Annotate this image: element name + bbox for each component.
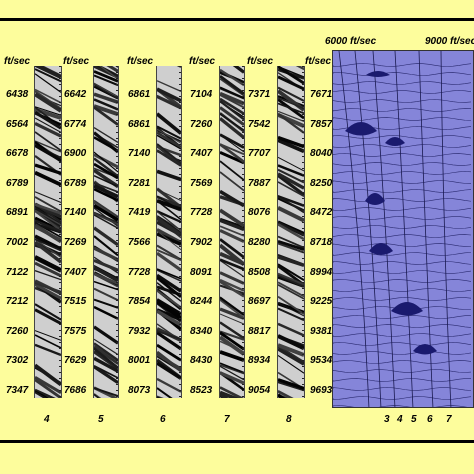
velocity-value: 8040 xyxy=(310,148,333,160)
seismic-strip-image xyxy=(94,66,118,398)
velocity-value: 7728 xyxy=(190,207,213,219)
velocity-value: 6789 xyxy=(6,177,29,189)
velocity-value: 7269 xyxy=(64,237,87,248)
seismic-strip-4 xyxy=(34,66,62,398)
velocity-value: 9534 xyxy=(310,355,333,367)
velocity-value: 8340 xyxy=(190,325,213,337)
curve-label: 5 xyxy=(411,414,417,425)
velocity-value: 6891 xyxy=(6,207,29,219)
velocity-value: 7887 xyxy=(248,177,271,189)
velocity-value: 7347 xyxy=(6,385,29,396)
velocity-value: 7419 xyxy=(128,207,151,219)
curve-label: 7 xyxy=(446,414,452,425)
velocity-value: 7104 xyxy=(190,89,213,100)
velocity-value: 8076 xyxy=(248,207,271,219)
velocity-value: 8523 xyxy=(190,385,213,396)
velocity-value: 6642 xyxy=(64,89,87,100)
strip-label: 6 xyxy=(160,414,166,425)
velocity-value: 6564 xyxy=(6,118,29,130)
velocity-value: 7629 xyxy=(64,355,87,367)
top-rule xyxy=(0,18,474,21)
velocity-value: 9381 xyxy=(310,325,333,337)
velocity-value: 7515 xyxy=(64,296,87,308)
strip-label: 8 xyxy=(286,414,292,425)
velocity-value: 7002 xyxy=(6,237,29,248)
curve-label: 3 xyxy=(384,414,390,425)
velocity-value: 9054 xyxy=(248,385,271,396)
semblance-right-header: 9000 ft/sec xyxy=(425,36,474,47)
velocity-value: 7140 xyxy=(128,148,151,160)
velocity-value: 7260 xyxy=(6,325,29,337)
seismic-strip-image xyxy=(157,66,181,398)
velocity-value: 7260 xyxy=(190,118,213,130)
unit-label: ft/sec xyxy=(247,56,274,67)
seismic-strip-5 xyxy=(93,66,119,398)
semblance-plot xyxy=(333,51,472,407)
velocity-value: 7542 xyxy=(248,118,271,130)
velocity-value: 7371 xyxy=(248,89,271,100)
velocity-value: 8697 xyxy=(248,296,271,308)
semblance-left-header: 6000 ft/sec xyxy=(325,36,377,47)
velocity-value: 7407 xyxy=(190,148,213,160)
velocity-value: 7902 xyxy=(190,237,213,248)
velocity-value: 8073 xyxy=(128,385,151,396)
velocity-value: 8934 xyxy=(248,355,271,367)
velocity-value: 6678 xyxy=(6,148,29,160)
strip-label: 5 xyxy=(98,414,104,425)
velocity-value: 6861 xyxy=(128,118,151,130)
velocity-value: 8244 xyxy=(190,296,213,308)
velocity-value: 7281 xyxy=(128,177,151,189)
seismic-strip-image xyxy=(35,66,61,398)
semblance-panel xyxy=(332,50,474,408)
velocity-value: 6438 xyxy=(6,89,29,100)
velocity-value: 6900 xyxy=(64,148,87,160)
velocity-value: 7686 xyxy=(64,385,87,396)
seismic-strip-7 xyxy=(219,66,245,398)
velocity-value: 6789 xyxy=(64,177,87,189)
velocity-value: 8994 xyxy=(310,266,333,278)
velocity-value: 7728 xyxy=(128,266,151,278)
velocity-value: 8430 xyxy=(190,355,213,367)
velocity-value: 7857 xyxy=(310,118,333,130)
velocity-value: 7566 xyxy=(128,237,151,248)
unit-label: ft/sec xyxy=(63,56,90,67)
bottom-rule xyxy=(0,440,474,443)
velocity-value: 6774 xyxy=(64,118,87,130)
unit-label: ft/sec xyxy=(305,56,332,67)
seismic-strip-image xyxy=(220,66,244,398)
velocity-value: 7932 xyxy=(128,325,151,337)
curve-label: 6 xyxy=(427,414,433,425)
velocity-value: 7854 xyxy=(128,296,151,308)
velocity-value: 8091 xyxy=(190,266,213,278)
strip-label: 4 xyxy=(44,414,50,425)
seismic-strip-6 xyxy=(156,66,182,398)
strip-label: 7 xyxy=(224,414,230,425)
velocity-value: 7671 xyxy=(310,89,333,100)
unit-label: ft/sec xyxy=(4,56,31,67)
velocity-value: 9225 xyxy=(310,296,333,308)
velocity-value: 7122 xyxy=(6,266,29,278)
velocity-value: 8472 xyxy=(310,207,333,219)
velocity-value: 8817 xyxy=(248,325,271,337)
velocity-value: 6861 xyxy=(128,89,151,100)
unit-label: ft/sec xyxy=(189,56,216,67)
velocity-value: 8280 xyxy=(248,237,271,248)
velocity-value: 7407 xyxy=(64,266,87,278)
unit-label: ft/sec xyxy=(127,56,154,67)
seismic-strip-8 xyxy=(277,66,305,398)
velocity-value: 9693 xyxy=(310,385,333,396)
velocity-value: 7569 xyxy=(190,177,213,189)
velocity-value: 7140 xyxy=(64,207,87,219)
curve-label: 4 xyxy=(397,414,403,425)
seismic-strip-image xyxy=(278,66,304,398)
velocity-value: 8001 xyxy=(128,355,151,367)
velocity-value: 7707 xyxy=(248,148,271,160)
velocity-value: 7212 xyxy=(6,296,29,308)
velocity-value: 7575 xyxy=(64,325,87,337)
velocity-value: 8718 xyxy=(310,237,333,248)
velocity-value: 8250 xyxy=(310,177,333,189)
velocity-value: 8508 xyxy=(248,266,271,278)
velocity-value: 7302 xyxy=(6,355,29,367)
